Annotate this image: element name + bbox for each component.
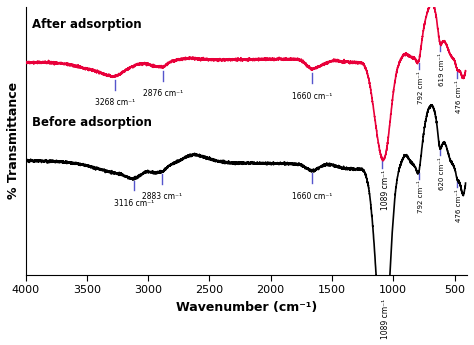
Text: 3268 cm⁻¹: 3268 cm⁻¹ <box>95 98 135 107</box>
Text: 2876 cm⁻¹: 2876 cm⁻¹ <box>143 89 183 98</box>
Text: 619 cm⁻¹: 619 cm⁻¹ <box>439 53 445 86</box>
Text: 1660 cm⁻¹: 1660 cm⁻¹ <box>292 192 332 201</box>
Y-axis label: % Transmittance: % Transmittance <box>7 82 20 199</box>
Text: 476 cm⁻¹: 476 cm⁻¹ <box>456 80 463 113</box>
Text: 1660 cm⁻¹: 1660 cm⁻¹ <box>292 91 332 100</box>
Text: Before adsorption: Before adsorption <box>32 116 152 129</box>
Text: After adsorption: After adsorption <box>32 18 141 31</box>
X-axis label: Wavenumber (cm⁻¹): Wavenumber (cm⁻¹) <box>175 300 317 314</box>
Text: 1089 cm⁻¹: 1089 cm⁻¹ <box>381 170 390 210</box>
Text: 2883 cm⁻¹: 2883 cm⁻¹ <box>142 192 182 201</box>
Text: 620 cm⁻¹: 620 cm⁻¹ <box>439 157 445 190</box>
Text: 3116 cm⁻¹: 3116 cm⁻¹ <box>114 199 154 208</box>
Text: 476 cm⁻¹: 476 cm⁻¹ <box>456 189 463 222</box>
Text: 1089 cm⁻¹: 1089 cm⁻¹ <box>381 298 390 338</box>
Text: 792 cm⁻¹: 792 cm⁻¹ <box>418 71 424 104</box>
Text: 792 cm⁻¹: 792 cm⁻¹ <box>418 181 424 214</box>
